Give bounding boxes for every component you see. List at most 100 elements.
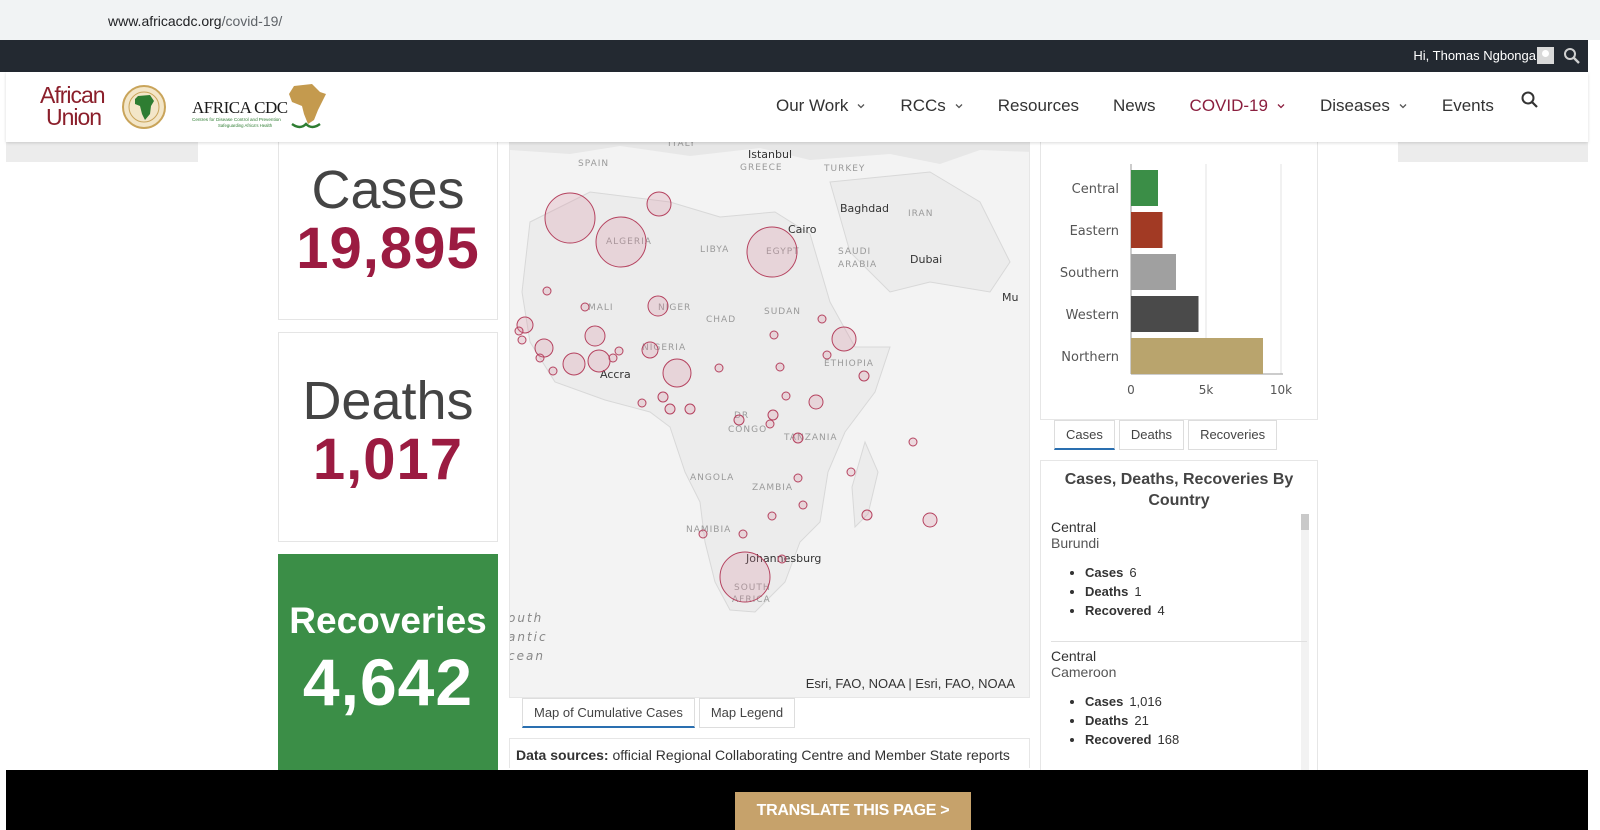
- case-bubble[interactable]: [595, 216, 647, 268]
- case-bubble[interactable]: [798, 500, 808, 510]
- entry-country: Burundi: [1051, 535, 1100, 551]
- case-bubble[interactable]: [908, 437, 918, 447]
- au-line2: Union: [46, 104, 102, 130]
- recovered-key: Recovered: [1085, 603, 1152, 618]
- url-text[interactable]: www.africacdc.org/covid-19/: [108, 13, 282, 29]
- case-bubble[interactable]: [662, 358, 692, 388]
- country-list-title: Cases, Deaths, Recoveries By Country: [1064, 471, 1294, 509]
- nav-item-our-work[interactable]: Our Work: [776, 92, 866, 120]
- search-icon[interactable]: [1562, 46, 1582, 66]
- africa-cdc-logo[interactable]: AFRICA CDC Centres for Disease Control a…: [192, 80, 332, 134]
- search-icon[interactable]: [1520, 90, 1540, 110]
- case-bubble[interactable]: [608, 353, 618, 363]
- map-label: ZAMBIA: [752, 483, 793, 493]
- entry-deaths: Deaths 21: [1085, 711, 1307, 730]
- case-bubble[interactable]: [587, 349, 611, 373]
- cases-label: Cases: [311, 160, 465, 220]
- case-bubble[interactable]: [777, 554, 787, 564]
- case-bubble[interactable]: [647, 295, 669, 317]
- africa-landmass: [521, 191, 891, 613]
- bar-central[interactable]: [1131, 170, 1158, 206]
- user-greeting[interactable]: Hi, Thomas Ngbonga: [1413, 48, 1536, 63]
- cases-map[interactable]: SPAIN Istanbul GREECE TURKEY ITALY Baghdad IRA…: [509, 142, 1030, 698]
- case-bubble[interactable]: [808, 394, 824, 410]
- case-bubble[interactable]: [514, 326, 524, 336]
- list-scrollbar[interactable]: [1301, 514, 1309, 770]
- case-bubble[interactable]: [535, 353, 545, 363]
- cases-value: 19,895: [296, 216, 480, 281]
- bar-eastern[interactable]: [1131, 212, 1163, 248]
- scrollbar-thumb[interactable]: [1301, 514, 1309, 530]
- case-bubble[interactable]: [664, 403, 676, 415]
- nav-item-resources[interactable]: Resources: [998, 92, 1079, 120]
- case-bubble[interactable]: [767, 511, 777, 521]
- case-bubble[interactable]: [544, 192, 596, 244]
- african-union-logo[interactable]: African Union: [40, 84, 170, 132]
- bar-northern[interactable]: [1131, 338, 1263, 374]
- case-bubble[interactable]: [769, 330, 779, 340]
- case-bubble[interactable]: [792, 432, 804, 444]
- category-label: Northern: [1061, 350, 1119, 365]
- x-tick-label: 5k: [1199, 383, 1214, 397]
- bar-southern[interactable]: [1131, 254, 1176, 290]
- list-item[interactable]: Central Cameroon Cases 1,016 Deaths 21 Rec…: [1051, 641, 1307, 749]
- case-bubble[interactable]: [738, 529, 748, 539]
- entry-cases: Cases 6: [1085, 563, 1307, 582]
- map-label: Johannesburg: [745, 552, 821, 565]
- category-label: Southern: [1060, 266, 1119, 281]
- chart-tabs: Cases Deaths Recoveries: [1054, 420, 1278, 450]
- translate-button[interactable]: TRANSLATE THIS PAGE >: [735, 792, 971, 830]
- case-bubble[interactable]: [719, 551, 771, 603]
- map-tab-map-legend[interactable]: Map Legend: [698, 698, 796, 728]
- case-bubble[interactable]: [580, 302, 590, 312]
- map-label: ITALY: [668, 142, 696, 149]
- case-bubble[interactable]: [861, 509, 873, 521]
- nav-item-events[interactable]: Events: [1442, 92, 1494, 120]
- case-bubble[interactable]: [733, 414, 745, 426]
- map-canvas[interactable]: SPAIN Istanbul GREECE TURKEY ITALY Baghdad IRA…: [510, 142, 1030, 698]
- case-bubble[interactable]: [767, 409, 779, 421]
- case-bubble[interactable]: [846, 467, 856, 477]
- case-bubble[interactable]: [684, 403, 696, 415]
- case-bubble[interactable]: [517, 335, 527, 345]
- case-bubble[interactable]: [822, 350, 832, 360]
- nav-item-news[interactable]: News: [1113, 92, 1156, 120]
- case-bubble[interactable]: [548, 366, 558, 376]
- nav-item-diseases[interactable]: Diseases: [1320, 92, 1408, 120]
- case-bubble[interactable]: [858, 370, 870, 382]
- case-bubble[interactable]: [817, 314, 827, 324]
- map-tab-map-of-cumulative-cases[interactable]: Map of Cumulative Cases: [522, 698, 695, 728]
- x-tick-label: 0: [1127, 383, 1135, 397]
- chart-tab-cases[interactable]: Cases: [1054, 420, 1115, 450]
- case-bubble[interactable]: [714, 363, 724, 373]
- case-bubble[interactable]: [584, 325, 606, 347]
- avatar[interactable]: [1537, 47, 1554, 64]
- region-bar-chart: 0 5k 10k Central Eastern Southern Western North…: [1040, 142, 1318, 420]
- case-bubble[interactable]: [922, 512, 938, 528]
- case-bubble[interactable]: [646, 191, 672, 217]
- list-item[interactable]: Central Burundi Cases 6 Deaths 1 Recovered…: [1051, 519, 1307, 620]
- chart-tab-deaths[interactable]: Deaths: [1118, 420, 1185, 450]
- case-bubble[interactable]: [614, 346, 624, 356]
- case-bubble[interactable]: [698, 529, 708, 539]
- browser-address-bar[interactable]: www.africacdc.org/covid-19/: [0, 0, 1600, 40]
- case-bubble[interactable]: [793, 473, 803, 483]
- case-bubble[interactable]: [657, 391, 669, 403]
- case-bubble[interactable]: [775, 362, 785, 372]
- map-label: SAUDI: [838, 247, 871, 257]
- map-attribution[interactable]: Esri, FAO, NOAA | Esri, FAO, NOAA: [805, 676, 1015, 691]
- case-bubble[interactable]: [831, 326, 857, 352]
- case-bubble[interactable]: [746, 226, 798, 278]
- chart-tab-recoveries[interactable]: Recoveries: [1188, 420, 1278, 450]
- nav-item-rccs[interactable]: RCCs: [900, 92, 963, 120]
- case-bubble[interactable]: [765, 419, 775, 429]
- case-bubble[interactable]: [542, 286, 552, 296]
- case-bubble[interactable]: [781, 391, 791, 401]
- main-nav: Our Work RCCs Resources News COVID-19 Disease…: [776, 92, 1528, 120]
- bar-western[interactable]: [1131, 296, 1199, 332]
- case-bubble[interactable]: [516, 316, 534, 334]
- case-bubble[interactable]: [637, 398, 647, 408]
- case-bubble[interactable]: [641, 341, 659, 359]
- case-bubble[interactable]: [562, 352, 586, 376]
- nav-item-covid-19[interactable]: COVID-19: [1190, 92, 1286, 120]
